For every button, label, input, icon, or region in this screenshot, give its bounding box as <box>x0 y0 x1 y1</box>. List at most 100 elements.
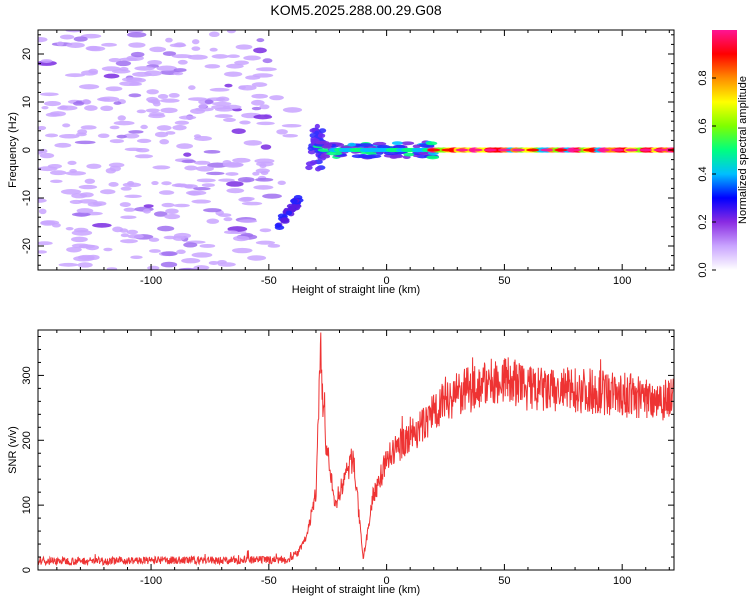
heatmap-cell <box>274 225 285 230</box>
heatmap-cell <box>78 184 98 190</box>
heatmap-cell <box>208 31 220 38</box>
heatmap-cell <box>426 155 440 160</box>
heatmap-cell <box>254 158 275 164</box>
heatmap-cell <box>253 114 273 120</box>
heatmap-cell <box>223 117 236 122</box>
heatmap-cell <box>106 267 118 270</box>
heatmap-cell <box>223 71 243 77</box>
heatmap-cell <box>120 215 137 219</box>
heatmap-cell <box>412 144 421 149</box>
heatmap-cell <box>277 213 287 219</box>
heatmap-cell <box>142 208 151 214</box>
heatmap-cell <box>88 68 99 74</box>
heatmap-cell <box>218 213 232 217</box>
heatmap-cell <box>285 210 293 216</box>
heatmap-cell <box>255 177 274 182</box>
heatmap-cell <box>103 247 113 252</box>
heatmap-cell <box>59 133 80 139</box>
heatmap-cell <box>251 106 262 111</box>
heatmap-cell <box>238 84 257 91</box>
heatmap-cell <box>76 208 94 214</box>
heatmap-cell <box>160 98 180 103</box>
heatmap-cell <box>262 58 273 64</box>
heatmap-cell <box>173 232 192 239</box>
heatmap-cell <box>38 250 47 254</box>
heatmap-cell <box>117 115 126 121</box>
heatmap-cell <box>173 68 187 73</box>
heatmap-cell <box>252 73 274 78</box>
heatmap-cell <box>140 124 148 130</box>
heatmap-cell <box>237 176 255 183</box>
heatmap-cell <box>158 190 175 195</box>
heatmap-cell <box>199 243 216 248</box>
heatmap-cell <box>121 77 143 82</box>
heatmap-cell <box>127 31 147 38</box>
heatmap-cell <box>173 71 184 76</box>
heatmap-cell <box>187 54 208 60</box>
heatmap-cell <box>176 143 194 149</box>
heatmap-cell <box>123 133 140 139</box>
heatmap-cell <box>173 203 190 208</box>
heatmap-cell <box>115 60 132 67</box>
heatmap-cell <box>231 247 253 254</box>
heatmap-cell <box>243 140 263 146</box>
heatmap-cell <box>204 99 214 105</box>
heatmap-cell <box>59 34 75 40</box>
snr-x-tick-label: -100 <box>140 575 162 587</box>
heatmap-cell <box>187 191 201 196</box>
heatmap-cell <box>77 262 93 268</box>
heatmap-cell <box>206 171 225 176</box>
heatmap-cell <box>223 230 239 235</box>
heatmap-cell <box>183 242 198 248</box>
heatmap-cell <box>71 236 88 243</box>
heatmap-cell <box>67 160 77 166</box>
heatmap-cell <box>45 133 59 138</box>
heatmap-cell <box>309 160 318 165</box>
heatmap-cell <box>238 197 253 202</box>
heatmap-cell <box>73 255 95 262</box>
heatmap-cell <box>178 115 197 120</box>
heatmap-cell <box>124 147 143 152</box>
heatmap-cell <box>171 54 193 59</box>
heatmap-cell <box>38 125 47 131</box>
heatmap-cell <box>251 82 268 87</box>
heatmap-cell <box>97 97 111 102</box>
heatmap-cell <box>65 226 74 231</box>
heatmap-cell <box>376 144 391 149</box>
heatmap-x-tick-label: -100 <box>140 275 162 287</box>
heatmap-cell <box>307 146 315 151</box>
heatmap-cell <box>136 109 147 114</box>
heatmap-cell <box>625 148 639 152</box>
heatmap-cell <box>50 179 63 183</box>
heatmap-y-tick-label: 20 <box>21 48 33 60</box>
heatmap-cell <box>191 46 201 51</box>
heatmap-cell <box>318 128 327 134</box>
heatmap-cell <box>554 148 568 152</box>
heatmap-cell <box>136 138 152 143</box>
heatmap-cell <box>128 93 142 98</box>
heatmap-cell <box>290 198 298 204</box>
heatmap-cell <box>105 86 123 92</box>
heatmap-cell <box>259 104 270 110</box>
heatmap-cell <box>146 89 159 95</box>
snr-y-tick-label: 100 <box>21 496 33 514</box>
heatmap-cell <box>315 166 322 172</box>
heatmap-cell <box>40 59 53 63</box>
heatmap-cell <box>60 189 82 195</box>
heatmap-cell <box>160 107 178 114</box>
heatmap-cell <box>80 125 97 130</box>
heatmap-cell <box>226 63 244 69</box>
heatmap-cell <box>38 198 47 203</box>
heatmap-cell <box>217 262 236 267</box>
heatmap-cell <box>174 120 190 125</box>
heatmap-cell <box>160 261 178 268</box>
heatmap-cell <box>222 104 242 110</box>
heatmap-cell <box>134 66 155 71</box>
heatmap-cell <box>143 204 154 208</box>
heatmap-cell <box>326 151 343 156</box>
heatmap-cell <box>38 166 58 172</box>
heatmap-cell <box>403 152 415 157</box>
heatmap-cell <box>267 243 281 248</box>
snr-frame <box>37 329 675 571</box>
heatmap-cell <box>231 128 246 134</box>
